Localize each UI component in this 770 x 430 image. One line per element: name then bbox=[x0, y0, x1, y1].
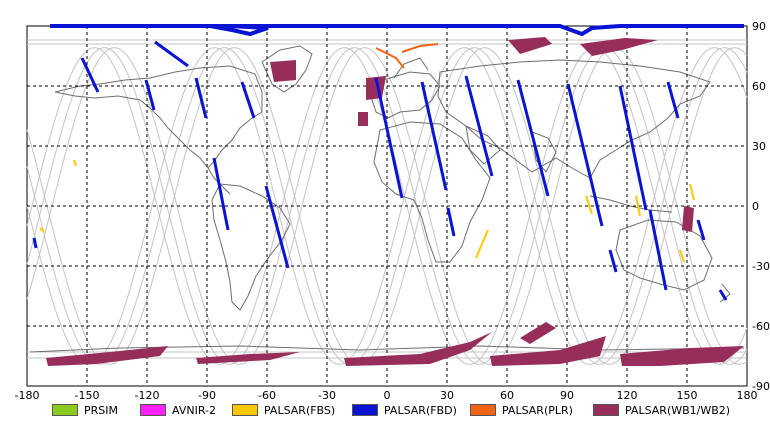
wb-swath-greenland bbox=[270, 60, 296, 82]
lon-tick-label: 0 bbox=[384, 389, 391, 400]
legend-swatch bbox=[232, 404, 258, 416]
legend-label: PALSAR(FBD) bbox=[384, 403, 457, 417]
wb-swath-ant-3 bbox=[344, 332, 492, 366]
legend-swatch bbox=[593, 404, 619, 416]
coast-asia bbox=[437, 59, 711, 179]
wb-swath-ant-6 bbox=[520, 322, 556, 344]
lon-tick-label: -120 bbox=[135, 389, 160, 400]
fbd-track-19 bbox=[446, 207, 456, 237]
fbs-track-5 bbox=[679, 249, 685, 263]
orbit-track bbox=[26, 47, 748, 365]
lon-tick-label: 60 bbox=[500, 389, 514, 400]
legend-swatch bbox=[52, 404, 78, 416]
legend-item: PRSIM bbox=[52, 402, 118, 418]
fbs-track-7 bbox=[73, 159, 77, 167]
coast-arabia bbox=[465, 125, 501, 165]
lon-tick-label: 120 bbox=[617, 389, 638, 400]
coverage-map: -180 -150 -120 -90 -60 -30 0 30 60 90 120 150 180 90… bbox=[15, 20, 770, 400]
lon-tick-label: -150 bbox=[75, 389, 100, 400]
wb-swath-ant-4 bbox=[490, 336, 606, 366]
legend: PRSIM AVNIR-2 PALSAR(FBS) PALSAR(FBD) PALSAR… bbox=[0, 402, 770, 422]
wb-swath-ant-1 bbox=[46, 346, 168, 366]
fbd-track-14 bbox=[666, 81, 680, 119]
lon-tick-label: -60 bbox=[258, 389, 276, 400]
lon-tick-label: 150 bbox=[677, 389, 698, 400]
lon-tick-label: -180 bbox=[15, 389, 40, 400]
legend-item: PALSAR(WB1/WB2) bbox=[593, 402, 730, 418]
palsar-wb-coverage bbox=[46, 37, 744, 366]
longitude-tick-labels: -180 -150 -120 -90 -60 -30 0 30 60 90 120 150 180 bbox=[15, 389, 758, 400]
fbd-track-13 bbox=[618, 85, 648, 211]
lat-tick-label: -30 bbox=[752, 260, 770, 273]
lat-tick-label: -90 bbox=[752, 380, 770, 393]
fbd-track-18 bbox=[718, 289, 728, 301]
legend-label: PALSAR(WB1/WB2) bbox=[625, 403, 731, 417]
fbd-track-11 bbox=[516, 79, 550, 197]
lon-tick-label: -90 bbox=[198, 389, 216, 400]
fbd-track-9 bbox=[420, 81, 448, 191]
fbs-track-2 bbox=[585, 195, 593, 215]
legend-label: AVNIR-2 bbox=[172, 403, 216, 417]
palsar-fbs-coverage bbox=[39, 159, 695, 263]
coast-south-america bbox=[211, 183, 291, 311]
lon-tick-label: -30 bbox=[318, 389, 336, 400]
fbd-track-10 bbox=[464, 75, 494, 177]
lon-tick-label: 30 bbox=[440, 389, 454, 400]
coast-greenland bbox=[261, 45, 313, 93]
legend-item: PALSAR(FBD) bbox=[352, 402, 457, 418]
lon-tick-label: 90 bbox=[560, 389, 574, 400]
fbd-track-15 bbox=[648, 209, 668, 291]
fbd-north-pole-band bbox=[50, 24, 744, 37]
fbd-track-3 bbox=[144, 79, 156, 111]
lat-tick-label: 0 bbox=[752, 200, 759, 213]
fbd-track-7 bbox=[264, 185, 290, 269]
lat-tick-label: 30 bbox=[752, 140, 766, 153]
fbd-track-1 bbox=[80, 57, 100, 93]
legend-swatch bbox=[470, 404, 496, 416]
fbs-track-4 bbox=[689, 183, 695, 201]
wb-swath-europe-2 bbox=[358, 112, 368, 126]
fbs-track-1 bbox=[475, 229, 489, 259]
fbs-track-6 bbox=[39, 227, 45, 233]
fbd-track-8 bbox=[374, 77, 404, 199]
coast-scandinavia bbox=[393, 57, 429, 79]
plr-track-2 bbox=[401, 43, 439, 53]
coast-africa bbox=[373, 121, 491, 263]
fbs-track-3 bbox=[635, 195, 641, 217]
wb-swath-ant-2 bbox=[196, 352, 300, 364]
fbd-track-4 bbox=[194, 77, 208, 119]
legend-label: PALSAR(FBS) bbox=[264, 403, 336, 417]
fbd-track-20 bbox=[32, 237, 38, 249]
latitude-tick-labels: 90 60 30 0 -30 -60 -90 bbox=[752, 20, 770, 393]
palsar-fbd-coverage bbox=[32, 24, 744, 301]
legend-swatch bbox=[352, 404, 378, 416]
coast-australia bbox=[615, 219, 713, 291]
fbd-track-2 bbox=[154, 40, 189, 68]
wb-swath-ant-5 bbox=[620, 346, 744, 366]
legend-swatch bbox=[140, 404, 166, 416]
coast-north-america bbox=[54, 65, 263, 169]
fbd-track-5 bbox=[240, 81, 256, 119]
legend-label: PRSIM bbox=[84, 403, 118, 417]
legend-item: AVNIR-2 bbox=[140, 402, 216, 418]
fbd-track-12 bbox=[566, 83, 604, 227]
plr-track-1 bbox=[375, 47, 405, 69]
lon-tick-label: 180 bbox=[737, 389, 758, 400]
fbd-track-16 bbox=[608, 249, 618, 273]
lat-tick-label: -60 bbox=[752, 320, 770, 333]
legend-item: PALSAR(PLR) bbox=[470, 402, 573, 418]
palsar-plr-coverage bbox=[375, 43, 439, 69]
lat-tick-label: 90 bbox=[752, 20, 766, 33]
fbd-track-17 bbox=[696, 219, 706, 241]
legend-item: PALSAR(FBS) bbox=[232, 402, 335, 418]
wb-swath-australia bbox=[682, 206, 694, 232]
lat-tick-label: 60 bbox=[752, 80, 766, 93]
fbd-track-6 bbox=[212, 157, 230, 231]
wb-swath-arctic-1 bbox=[508, 37, 552, 54]
legend-label: PALSAR(PLR) bbox=[502, 403, 573, 417]
coast-new-zealand bbox=[719, 283, 731, 303]
wb-swath-arctic-2 bbox=[580, 38, 658, 56]
coast-india bbox=[531, 131, 557, 173]
